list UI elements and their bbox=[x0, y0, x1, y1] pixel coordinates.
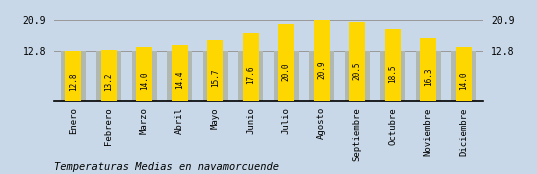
Text: Temperaturas Medias en navamorcuende: Temperaturas Medias en navamorcuende bbox=[54, 162, 279, 172]
Text: 20.9: 20.9 bbox=[317, 61, 326, 80]
Bar bbox=[314, 20, 330, 101]
Text: 14.0: 14.0 bbox=[140, 71, 149, 90]
Bar bbox=[416, 52, 441, 101]
Bar bbox=[136, 47, 153, 101]
Text: 14.0: 14.0 bbox=[459, 71, 468, 90]
Bar bbox=[456, 47, 472, 101]
Text: 14.4: 14.4 bbox=[175, 70, 184, 89]
Bar bbox=[243, 33, 259, 101]
Bar bbox=[278, 24, 294, 101]
Text: 20.5: 20.5 bbox=[353, 62, 362, 80]
Bar bbox=[238, 52, 263, 101]
Bar bbox=[451, 52, 476, 101]
Bar bbox=[420, 38, 437, 101]
Bar bbox=[96, 52, 121, 101]
Bar bbox=[168, 52, 192, 101]
Bar bbox=[61, 52, 86, 101]
Bar bbox=[207, 40, 223, 101]
Bar bbox=[132, 52, 157, 101]
Bar bbox=[172, 45, 188, 101]
Text: 15.7: 15.7 bbox=[211, 69, 220, 87]
Bar bbox=[309, 52, 334, 101]
Bar bbox=[274, 52, 299, 101]
Bar bbox=[100, 50, 117, 101]
Bar bbox=[65, 52, 81, 101]
Text: 16.3: 16.3 bbox=[424, 68, 433, 86]
Bar bbox=[345, 52, 369, 101]
Bar bbox=[380, 52, 405, 101]
Text: 18.5: 18.5 bbox=[388, 65, 397, 83]
Text: 20.0: 20.0 bbox=[282, 62, 291, 81]
Bar bbox=[384, 29, 401, 101]
Text: 13.2: 13.2 bbox=[104, 72, 113, 91]
Bar bbox=[203, 52, 228, 101]
Bar bbox=[349, 22, 365, 101]
Text: 17.6: 17.6 bbox=[246, 66, 255, 84]
Text: 12.8: 12.8 bbox=[69, 73, 78, 91]
